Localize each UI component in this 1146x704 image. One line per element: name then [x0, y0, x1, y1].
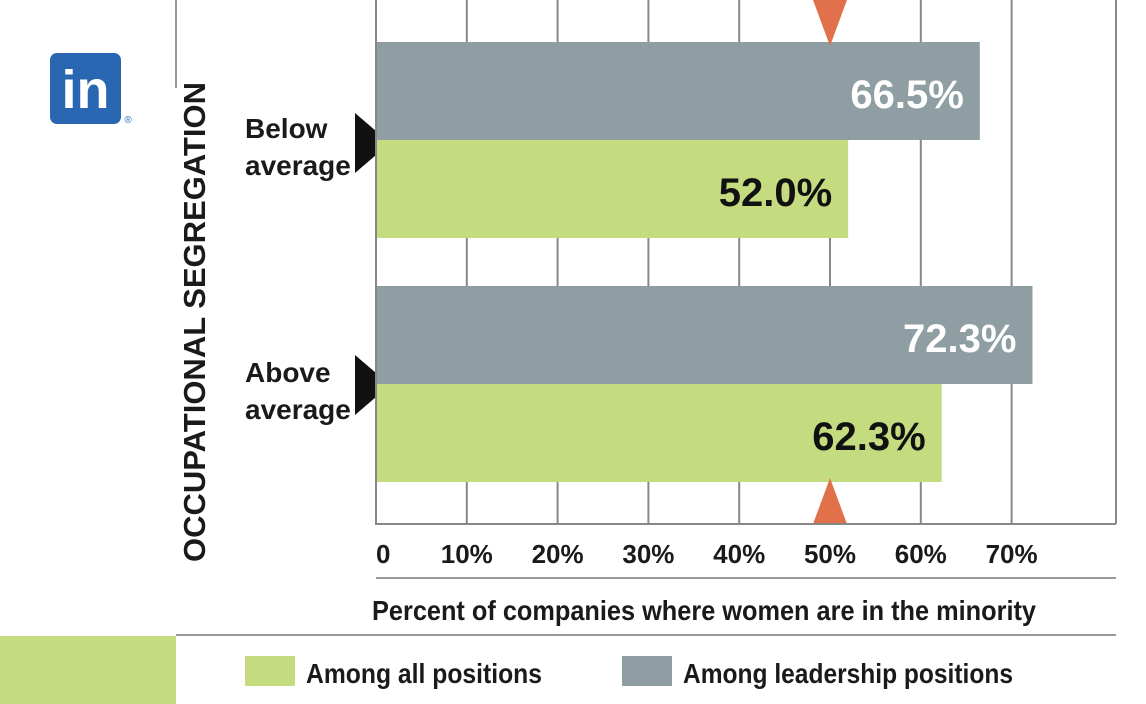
category-arrow-above	[355, 355, 390, 415]
tick-label-20: 20%	[532, 539, 584, 569]
tick-label-70: 70%	[986, 539, 1038, 569]
x-axis-title: Percent of companies where women are in …	[372, 595, 1036, 626]
tick-label-50: 50%	[804, 539, 856, 569]
bar-leadership-below	[376, 42, 980, 140]
legend-label-all: Among all positions	[306, 658, 542, 689]
bar-value-label-leadership-above: 72.3%	[903, 317, 1016, 361]
bar-value-label-all-below: 52.0%	[719, 171, 832, 215]
linkedin-logo-text: in	[62, 60, 110, 120]
category-label-below-line2: average	[245, 150, 351, 181]
category-label-above-line2: average	[245, 394, 351, 425]
tick-label-30: 30%	[622, 539, 674, 569]
bar-leadership-above	[376, 286, 1033, 384]
registered-mark: ®	[124, 115, 132, 126]
reference-marker-bottom	[813, 478, 847, 524]
legend-label-leadership: Among leadership positions	[683, 658, 1013, 689]
tick-label-40: 40%	[713, 539, 765, 569]
x-tick-labels: 0 10% 20% 30% 40% 50% 60% 70%	[376, 539, 1038, 569]
reference-marker-top	[813, 0, 847, 46]
tick-label-10: 10%	[441, 539, 493, 569]
category-arrow-below	[355, 113, 390, 173]
bar-value-label-all-above: 62.3%	[812, 415, 925, 459]
category-label-above-line1: Above	[245, 357, 331, 388]
linkedin-logo: in ®	[50, 53, 132, 126]
tick-label-0: 0	[376, 539, 390, 569]
bar-value-labels: 66.5% 72.3% 52.0% 62.3%	[719, 73, 1017, 459]
bar-all-above	[376, 384, 942, 482]
linkedin-logo-tile	[50, 53, 121, 124]
bar-all-below	[376, 140, 849, 238]
bar-value-label-leadership-below: 66.5%	[850, 73, 963, 117]
legend-swatch-all	[245, 656, 295, 686]
tick-label-60: 60%	[895, 539, 947, 569]
y-axis-title: OCCUPATIONAL SEGREGATION	[177, 82, 212, 562]
reference-markers	[813, 0, 847, 524]
accent-block	[0, 636, 176, 704]
legend-swatch-leadership	[622, 656, 672, 686]
category-label-below-line1: Below	[245, 113, 328, 144]
bars	[376, 42, 1033, 482]
